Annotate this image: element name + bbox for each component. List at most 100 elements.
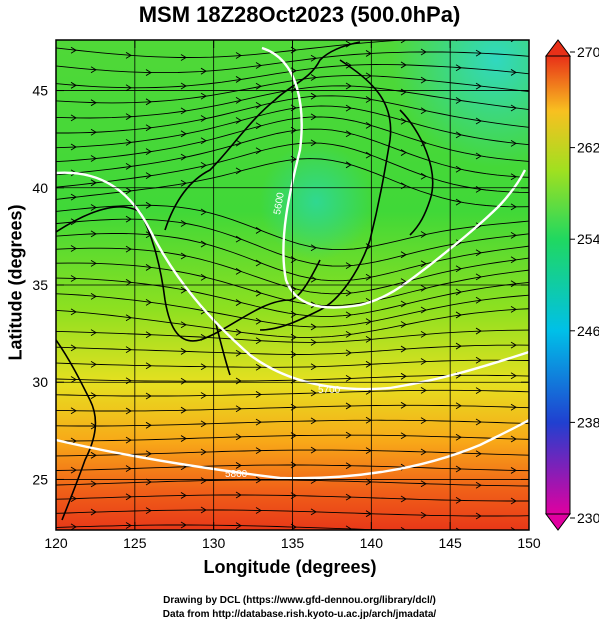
- wind-arrow: [531, 421, 536, 427]
- wind-arrow: [255, 476, 262, 484]
- wind-arrow: [235, 76, 242, 83]
- streamline: [56, 509, 529, 517]
- wind-arrow: [475, 82, 482, 90]
- wind-arrow: [180, 406, 187, 414]
- streamline: [56, 494, 529, 502]
- x-axis-label: Longitude (degrees): [203, 557, 377, 577]
- streamline: [56, 247, 529, 295]
- wind-arrow: [420, 358, 427, 365]
- wind-arrow: [400, 432, 407, 440]
- wind-arrow: [531, 159, 536, 165]
- wind-arrow: [420, 306, 427, 314]
- wind-arrow: [455, 97, 462, 104]
- wind-arrow: [310, 139, 317, 147]
- x-tick-label: 120: [44, 535, 68, 551]
- wind-arrow: [345, 330, 352, 338]
- wind-arrow: [255, 289, 262, 297]
- wind-arrow: [510, 497, 517, 505]
- wind-arrow: [310, 446, 317, 454]
- wind-arrow: [400, 40, 407, 44]
- wind-arrow: [531, 125, 536, 131]
- wind-arrow: [90, 292, 97, 300]
- wind-arrow: [475, 117, 482, 125]
- wind-arrow: [455, 198, 462, 206]
- wind-arrow: [531, 189, 536, 195]
- streamline: [56, 277, 529, 317]
- wind-arrow: [510, 527, 517, 530]
- wind-arrow: [531, 266, 536, 272]
- wind-arrow: [255, 391, 262, 398]
- wind-arrow: [90, 179, 97, 187]
- wind-arrow: [125, 138, 132, 146]
- wind-arrow: [255, 317, 262, 325]
- wind-arrow: [125, 522, 132, 529]
- streamline: [56, 75, 529, 104]
- wind-arrow: [255, 363, 262, 371]
- wind-arrow: [455, 402, 462, 410]
- streamline: [56, 85, 529, 119]
- wind-arrow: [235, 117, 242, 124]
- wind-arrow: [400, 88, 407, 96]
- wind-arrow: [125, 377, 132, 385]
- wind-arrow: [255, 227, 262, 234]
- wind-arrow: [531, 89, 536, 95]
- wind-arrow: [235, 52, 242, 59]
- streamline: [56, 308, 529, 338]
- wind-arrow: [510, 280, 517, 288]
- wind-arrow: [70, 376, 77, 383]
- wind-arrow: [125, 51, 132, 59]
- wind-arrow: [70, 46, 77, 54]
- wind-arrow: [420, 107, 427, 115]
- x-tick-label: 135: [281, 535, 305, 551]
- wind-arrow: [235, 405, 242, 413]
- wind-arrow: [180, 153, 187, 161]
- wind-arrow: [475, 273, 482, 281]
- wind-arrow: [510, 435, 517, 443]
- wind-arrow: [400, 61, 407, 69]
- streamline: [56, 105, 529, 149]
- wind-arrow: [310, 363, 317, 371]
- wind-arrow: [90, 155, 97, 162]
- wind-arrow: [455, 131, 462, 139]
- wind-arrow: [255, 337, 262, 345]
- wind-arrow: [90, 329, 97, 337]
- streamline: [56, 404, 529, 412]
- wind-arrow: [400, 495, 407, 503]
- wind-arrow: [90, 230, 97, 238]
- y-tick-label: 35: [32, 277, 48, 293]
- wind-arrow: [475, 481, 482, 489]
- wind-arrow: [531, 242, 536, 248]
- wind-arrow: [200, 137, 207, 145]
- colorbar-tick-label: 270: [577, 44, 599, 60]
- wind-arrow: [125, 493, 132, 501]
- wind-arrow: [200, 240, 207, 248]
- wind-arrow: [180, 82, 187, 90]
- wind-arrow: [235, 349, 242, 357]
- wind-arrow: [256, 539, 261, 545]
- wind-arrow: [145, 172, 152, 180]
- credit-drawing: Drawing by DCL (https://www.gfd-dennou.o…: [163, 595, 436, 606]
- wind-arrow: [200, 420, 207, 428]
- wind-arrow: [70, 308, 77, 316]
- wind-arrow: [255, 147, 262, 155]
- wind-arrow: [200, 363, 207, 371]
- wind-arrow: [455, 288, 462, 296]
- wind-arrow: [145, 201, 152, 209]
- wind-arrow: [475, 327, 482, 335]
- wind-arrow: [180, 130, 187, 138]
- wind-arrow: [180, 54, 187, 61]
- x-axis-ticks: 120 125 130 135 140 145 150: [44, 40, 541, 551]
- wind-arrow: [510, 306, 517, 313]
- wind-arrow: [531, 483, 536, 489]
- wind-arrow: [200, 67, 207, 75]
- wind-arrow: [510, 173, 517, 181]
- wind-arrow: [420, 448, 427, 456]
- wind-arrow: [455, 64, 462, 72]
- wind-arrow: [420, 284, 427, 292]
- wind-arrow: [455, 165, 462, 173]
- coastlines: [56, 41, 434, 521]
- wind-arrow: [531, 292, 536, 298]
- contour-label-5800: 5800: [225, 469, 248, 480]
- height-contours: [56, 46, 529, 480]
- wind-arrow: [70, 143, 77, 151]
